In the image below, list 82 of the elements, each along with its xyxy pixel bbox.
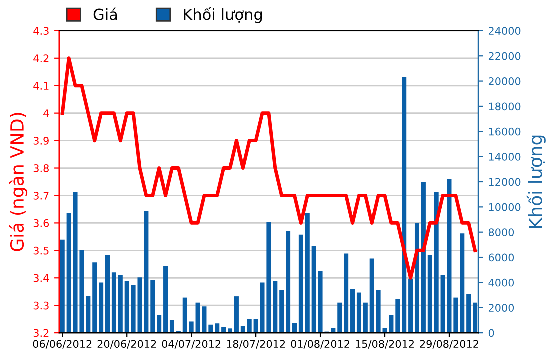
bar: [344, 254, 349, 334]
bar: [473, 302, 478, 334]
bar: [86, 296, 91, 334]
bar: [312, 246, 316, 334]
y-tick-label: 3.3: [34, 302, 49, 310]
bar: [106, 255, 110, 334]
y2-tick-label: 24000: [488, 27, 521, 36]
bar: [376, 290, 381, 334]
bar: [273, 281, 278, 334]
y2-tick-label: 18000: [489, 102, 521, 111]
bar: [298, 234, 304, 334]
bar: [215, 324, 220, 334]
bar: [363, 302, 368, 334]
y2-tick-label: 8000: [488, 228, 514, 236]
bar: [370, 258, 374, 334]
bar: [454, 298, 458, 334]
bar: [208, 324, 214, 334]
y-tick-label: 3.4: [34, 274, 50, 282]
bar: [305, 213, 310, 334]
bar: [66, 213, 72, 334]
y-tick-label: 3.6: [34, 219, 50, 228]
y2-tick-label: 0: [488, 329, 494, 338]
bar: [228, 328, 233, 334]
bar: [292, 322, 297, 334]
y-tick-label: 3.7: [34, 192, 49, 200]
y-tick-label: 3.2: [34, 329, 49, 338]
y2-tick-label: 14000: [489, 153, 521, 161]
legend-label: Khối lượng: [184, 7, 262, 24]
y-tick-label: 3.8: [34, 164, 49, 172]
y-tick-label: 4.2: [34, 54, 49, 62]
bar: [466, 294, 472, 334]
bar: [170, 320, 174, 334]
y-axis-title: Giá (ngàn VND): [9, 113, 28, 252]
y-tick-label: 3.5: [34, 246, 49, 255]
y2-tick-label: 2000: [488, 304, 514, 312]
y2-tick-label: 22000: [488, 52, 521, 60]
bar: [286, 231, 291, 334]
bar: [247, 319, 252, 334]
y2-axis-title: Khối lượng: [526, 136, 546, 228]
bar: [182, 298, 188, 334]
x-tick-label: 04/07/2012: [162, 340, 221, 349]
x-tick-label: 20/06/2012: [98, 340, 156, 349]
legend-label: Giá: [94, 8, 118, 20]
bar: [240, 326, 246, 334]
y2-tick-label: 4000: [488, 278, 514, 287]
x-tick-label: 15/08/2012: [356, 340, 414, 349]
y2-tick-label: 6000: [488, 254, 514, 262]
bar: [189, 322, 194, 334]
bar: [434, 192, 439, 334]
bar: [408, 278, 414, 334]
x-tick-label: 18/07/2012: [227, 340, 286, 349]
bar: [356, 292, 362, 334]
bar: [428, 255, 432, 334]
bar: [157, 315, 162, 334]
bar: [421, 182, 426, 334]
y-tick-label: 4.1: [34, 82, 49, 90]
x-tick-label: 06/06/2012: [33, 340, 92, 349]
y2-tick-label: 16000: [489, 128, 521, 136]
bar: [396, 299, 400, 334]
x-tick-label: 01/08/2012: [291, 340, 350, 349]
bar: [414, 224, 420, 334]
y2-tick-label: 20000: [488, 78, 521, 86]
y-tick-label: 3.9: [34, 137, 49, 145]
bar: [60, 240, 65, 334]
bar: [118, 275, 123, 334]
bar: [112, 272, 116, 334]
y-tick-label: 4.3: [34, 27, 49, 36]
bar: [280, 290, 284, 334]
bar: [234, 296, 239, 334]
bar: [124, 281, 130, 334]
x-tick-label: 29/08/2012: [420, 340, 478, 349]
bar: [99, 282, 104, 334]
bar: [338, 302, 342, 334]
y-tick-label: 4: [44, 110, 50, 118]
bar: [92, 262, 98, 334]
y2-tick-label: 12000: [489, 178, 521, 186]
bar: [150, 280, 156, 334]
y2-tick-label: 10000: [489, 203, 521, 212]
bar: [164, 266, 168, 334]
bar: [402, 78, 407, 334]
bar: [460, 234, 465, 334]
bar: [350, 289, 356, 334]
